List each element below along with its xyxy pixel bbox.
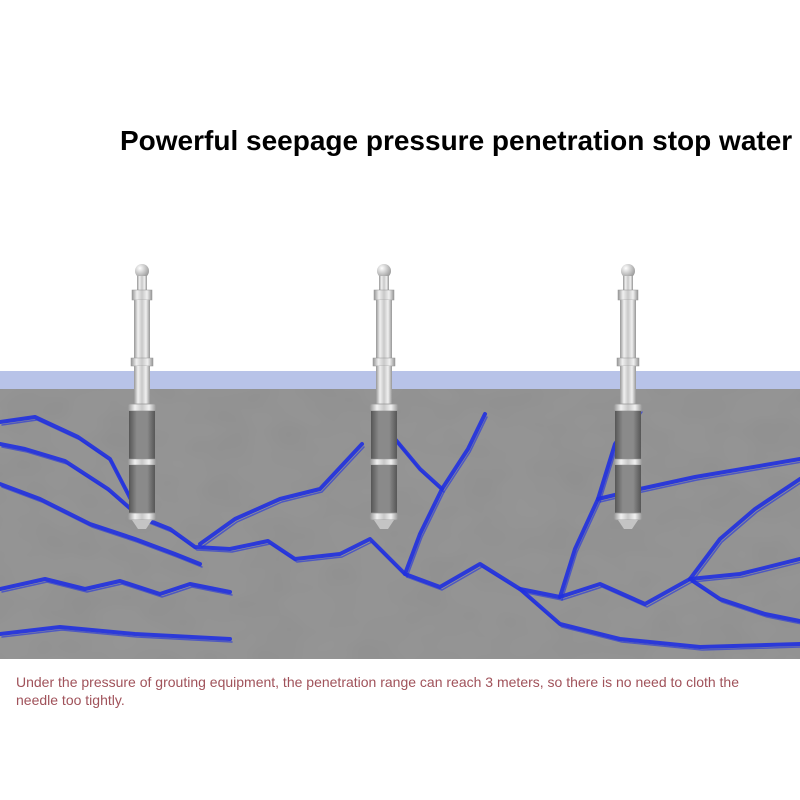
injector-packer [360, 263, 408, 531]
injector-packer [118, 263, 166, 531]
injector-packer [604, 263, 652, 531]
page-title: Powerful seepage pressure penetration st… [120, 125, 800, 157]
caption-text: Under the pressure of grouting equipment… [16, 673, 784, 709]
